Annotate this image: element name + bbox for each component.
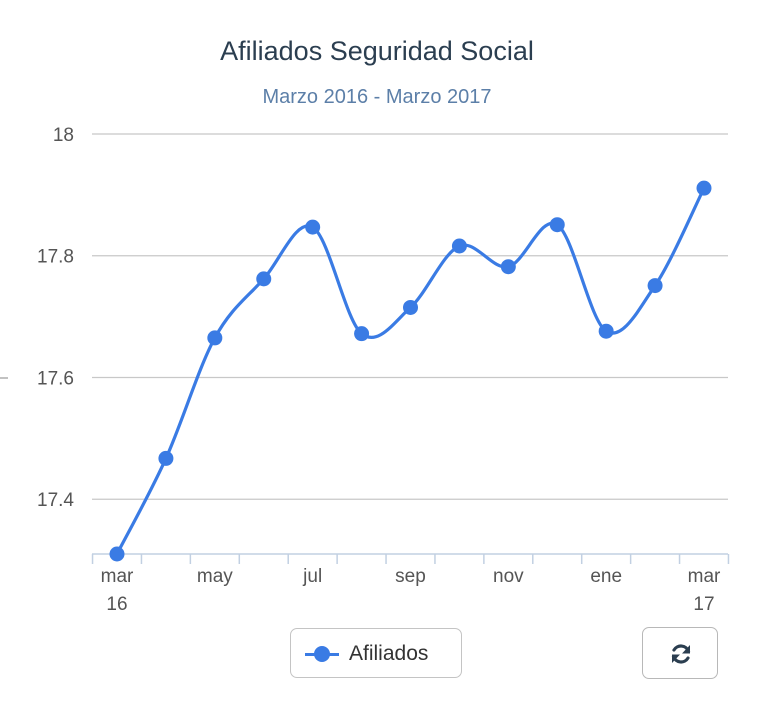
x-tick-label: sep: [395, 566, 426, 587]
data-point[interactable]: [158, 450, 174, 466]
legend-item-afiliados[interactable]: Afiliados: [290, 628, 462, 678]
x-tick-label: ene: [590, 566, 622, 587]
chart-title: Afiliados Seguridad Social: [220, 36, 534, 66]
data-point[interactable]: [451, 238, 467, 254]
y-tick-label: 18: [53, 125, 74, 146]
data-point[interactable]: [403, 299, 418, 315]
x-tick-label: mar: [688, 566, 721, 587]
data-point[interactable]: [354, 326, 370, 342]
y-tick-label: 17.8: [37, 247, 74, 268]
x-tick-label: nov: [493, 566, 524, 587]
data-point[interactable]: [305, 219, 321, 235]
x-tick-label: mar: [101, 566, 134, 587]
y-tick-label: 17.6: [37, 368, 74, 389]
data-point[interactable]: [256, 271, 272, 287]
x-tick-label: may: [197, 566, 233, 587]
x-tick-label: 16: [106, 594, 127, 615]
x-tick-label: 17: [693, 594, 714, 615]
chart-subtitle: Marzo 2016 - Marzo 2017: [262, 86, 491, 108]
grid-lines: [0, 133, 728, 500]
data-point[interactable]: [696, 180, 712, 196]
x-axis: [91, 553, 730, 564]
data-point[interactable]: [647, 278, 663, 294]
refresh-button[interactable]: [642, 627, 718, 679]
refresh-icon: [671, 644, 691, 664]
data-point[interactable]: [549, 217, 565, 233]
y-axis-labels: 17.4 17.6 17.8 18: [37, 125, 74, 511]
x-axis-labels: mar 16 may jul sep nov ene mar 17: [101, 566, 721, 615]
legend-label: Afiliados: [349, 642, 429, 665]
series-afiliados[interactable]: [109, 180, 712, 562]
legend-dot-marker: [314, 646, 330, 662]
data-point[interactable]: [207, 330, 223, 346]
data-point[interactable]: [109, 546, 125, 562]
data-point[interactable]: [598, 323, 614, 339]
y-tick-label: 17.4: [37, 490, 74, 511]
x-tick-label: jul: [302, 566, 322, 587]
data-point[interactable]: [500, 259, 516, 275]
